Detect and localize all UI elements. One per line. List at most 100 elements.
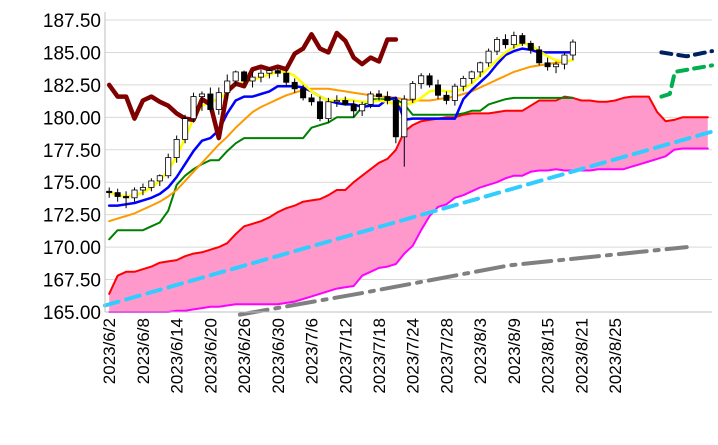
candle-body bbox=[527, 42, 534, 51]
candle-body bbox=[165, 157, 172, 177]
x-tick-label: 2023/6/14 bbox=[168, 318, 187, 394]
candle-body bbox=[409, 83, 416, 100]
x-tick-label: 2023/6/30 bbox=[269, 318, 288, 394]
x-tick-label: 2023/7/6 bbox=[303, 318, 322, 384]
x-tick-label: 2023/7/24 bbox=[404, 318, 423, 394]
candle-body bbox=[342, 100, 349, 105]
candle-body bbox=[519, 35, 526, 44]
series-line bbox=[107, 47, 575, 207]
candle-body bbox=[123, 196, 130, 199]
candle-body bbox=[316, 101, 323, 120]
series-line bbox=[108, 95, 709, 295]
candle-body bbox=[190, 96, 197, 120]
x-tick-label: 2023/6/2 bbox=[100, 318, 119, 384]
x-axis-tick-labels: 2023/6/2 2023/6/8 2023/6/14 2023/6/20 2023/6… bbox=[100, 318, 625, 394]
candle-body bbox=[384, 96, 391, 101]
candle-body bbox=[131, 189, 138, 199]
x-tick-label: 2023/7/28 bbox=[437, 318, 456, 394]
candle-body bbox=[536, 49, 543, 64]
x-tick-label: 2023/7/12 bbox=[336, 318, 355, 394]
cloud-fill bbox=[109, 96, 708, 312]
candle-body bbox=[460, 78, 467, 87]
x-tick-label: 2023/8/21 bbox=[572, 318, 591, 394]
candle-body bbox=[426, 75, 433, 86]
series-line bbox=[237, 245, 689, 317]
series-line bbox=[106, 30, 399, 141]
candle-body bbox=[291, 81, 298, 90]
axes bbox=[104, 12, 712, 313]
candle-body bbox=[148, 180, 155, 188]
ichimoku-cloud bbox=[109, 96, 708, 312]
candlesticks bbox=[106, 31, 576, 209]
candle-body bbox=[207, 93, 214, 110]
candle-body bbox=[333, 100, 340, 103]
candle-body bbox=[156, 175, 163, 182]
candle-body bbox=[468, 71, 475, 79]
candle-body bbox=[553, 63, 560, 68]
candle-body bbox=[114, 192, 121, 197]
candle-body bbox=[367, 93, 374, 105]
candle-body bbox=[502, 39, 509, 46]
candle-body bbox=[392, 100, 399, 138]
candle-body bbox=[434, 84, 442, 96]
x-tick-label: 2023/6/26 bbox=[235, 318, 254, 394]
y-tick-label: 177.50 bbox=[43, 141, 101, 162]
candle-body bbox=[485, 50, 492, 64]
candle-body bbox=[308, 97, 315, 103]
candle-body bbox=[418, 75, 425, 84]
y-tick-label: 182.50 bbox=[43, 76, 101, 97]
candle-body bbox=[401, 98, 408, 138]
candle-body bbox=[224, 80, 231, 94]
candle-body bbox=[257, 72, 264, 78]
candle-body bbox=[561, 54, 568, 65]
x-tick-label: 2023/6/20 bbox=[201, 318, 220, 394]
y-tick-label: 185.00 bbox=[43, 43, 101, 64]
candle-body bbox=[443, 94, 450, 101]
series-line bbox=[103, 129, 714, 308]
y-tick-label: 187.50 bbox=[43, 11, 101, 32]
candle-body bbox=[139, 187, 146, 191]
series-line bbox=[108, 147, 709, 313]
x-tick-label: 2023/8/15 bbox=[539, 318, 558, 394]
candle-body bbox=[494, 39, 501, 52]
candle-body bbox=[274, 70, 281, 74]
x-tick-label: 2023/6/8 bbox=[134, 318, 153, 384]
x-tick-label: 2023/7/18 bbox=[370, 318, 389, 394]
y-tick-label: 165.00 bbox=[43, 303, 101, 324]
series-line bbox=[108, 96, 574, 241]
candle-body bbox=[198, 93, 205, 97]
candle-body bbox=[249, 76, 256, 82]
candle-body bbox=[359, 103, 366, 112]
x-tick-label: 2023/8/25 bbox=[606, 318, 625, 394]
y-tick-label: 180.00 bbox=[43, 108, 101, 129]
y-axis-tick-labels: 187.50 185.00 182.50 180.00 177.50 175.00 172.… bbox=[43, 11, 101, 324]
candle-body bbox=[182, 118, 189, 140]
y-tick-label: 170.00 bbox=[43, 238, 101, 259]
candle-body bbox=[241, 71, 248, 82]
y-tick-label: 172.50 bbox=[43, 206, 101, 227]
candle-body bbox=[106, 190, 113, 194]
series-line bbox=[659, 49, 714, 59]
x-tick-label: 2023/8/3 bbox=[471, 318, 490, 384]
candle-body bbox=[300, 88, 307, 99]
candle-body bbox=[569, 41, 576, 56]
indicator-lines bbox=[103, 30, 714, 317]
series-line bbox=[659, 63, 714, 99]
candle-body bbox=[266, 70, 273, 74]
candle-body bbox=[375, 93, 383, 97]
candle-body bbox=[350, 103, 357, 112]
series-line bbox=[108, 59, 574, 223]
candle-body bbox=[477, 62, 484, 73]
candle-body bbox=[232, 71, 239, 82]
y-tick-label: 175.00 bbox=[43, 173, 101, 194]
candle-body bbox=[215, 92, 222, 110]
candle-body bbox=[173, 138, 180, 158]
candle-body bbox=[283, 72, 290, 83]
candle-body bbox=[325, 101, 332, 120]
candle-body bbox=[510, 35, 517, 46]
candle-body bbox=[451, 85, 458, 101]
y-tick-label: 167.50 bbox=[43, 271, 101, 292]
x-tick-label: 2023/8/9 bbox=[505, 318, 524, 384]
candle-body bbox=[544, 62, 551, 68]
